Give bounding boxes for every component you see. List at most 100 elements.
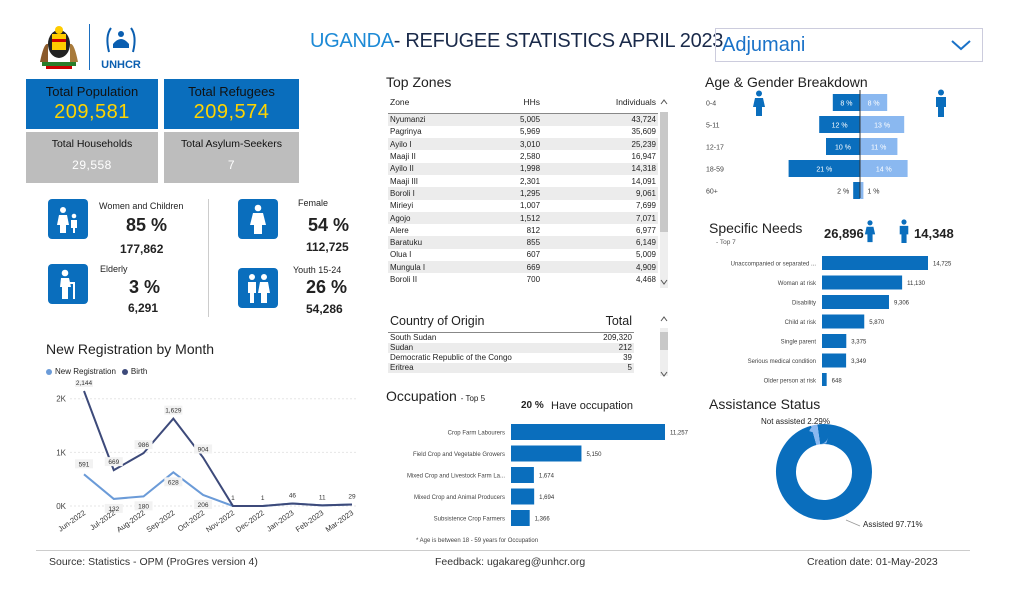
kpi-total-refugees: Total Refugees 209,574 [164, 79, 299, 129]
male-bar [860, 138, 898, 155]
bar [822, 314, 865, 329]
male-bar [860, 160, 908, 177]
table-row[interactable]: Pagrinya 5,969 35,609 [388, 126, 658, 138]
registration-title: New Registration by Month [46, 341, 215, 357]
value-label: 1,366 [535, 517, 551, 523]
value-label: 14,725 [933, 262, 952, 268]
data-label: 628 [168, 479, 179, 486]
x-tick-label: Jan-2023 [265, 508, 296, 533]
elderly-pct: 3 % [129, 277, 161, 297]
footer-feedback[interactable]: Feedback: ugakareg@unhcr.org [435, 556, 586, 568]
header-divider [89, 24, 90, 70]
individuals-cell: 4,468 [635, 275, 656, 284]
data-label-bg [75, 459, 93, 469]
table-row[interactable]: Nyumanzi 5,005 43,724 [388, 113, 658, 126]
scroll-up-icon[interactable] [660, 315, 668, 323]
age-gender-butterfly-chart: 0-4 8 % 8 % 5-11 12 % 13 % 12-17 10 % 11 % 18-59 2… [706, 90, 908, 199]
uganda-coat-of-arms-logo [34, 22, 84, 72]
data-label: 669 [108, 459, 119, 466]
x-tick-label: Sep-2022 [145, 508, 177, 534]
col-zone[interactable]: Zone [388, 94, 518, 114]
kpi-label: Total Households [51, 138, 133, 150]
table-row[interactable]: Alere 812 6,977 [388, 224, 658, 236]
assisted-slice [776, 424, 872, 520]
table-row[interactable]: Boroli II 700 4,468 [388, 273, 658, 285]
data-label-bg [104, 457, 123, 467]
individuals-cell: 6,149 [542, 236, 658, 249]
female-pct-label: 2 % [837, 189, 849, 196]
specific-needs-male-total: 14,348 [914, 226, 954, 241]
scroll-down-icon[interactable] [660, 278, 668, 286]
table-row[interactable]: Democratic Republic of the Congo 39 [388, 353, 634, 363]
women-children-pct: 85 % [126, 215, 168, 235]
table-row[interactable]: Maaji III 2,301 14,091 [388, 175, 658, 187]
hhs-cell: 1,998 [518, 162, 543, 175]
total-cell: 5 [582, 362, 634, 373]
value-label: 9,306 [894, 301, 910, 307]
district-select[interactable]: Adjumani [715, 28, 983, 62]
male-pct-label: 14 % [876, 167, 892, 174]
col-hhs[interactable]: HHs [518, 94, 543, 114]
scroll-up-icon[interactable] [660, 98, 668, 106]
table-row[interactable]: Olua I 607 5,009 [388, 249, 658, 261]
table-row[interactable]: Ayilo I 3,010 25,239 [388, 138, 658, 151]
data-label: 180 [138, 503, 149, 510]
col-total[interactable]: Total [582, 312, 634, 333]
individuals-cell: 7,071 [542, 211, 658, 225]
individuals-cell: 9,061 [542, 187, 658, 200]
bar [511, 510, 530, 526]
country-scrollbar[interactable] [660, 328, 668, 376]
x-tick-label: Oct-2022 [176, 508, 206, 533]
top-zones-scrollbar[interactable] [660, 112, 668, 288]
table-row[interactable]: South Sudan 209,320 [388, 333, 634, 343]
kpi-value: 7 [227, 158, 236, 172]
table-row[interactable]: Mirieyi 1,007 7,699 [388, 200, 658, 212]
data-label: 1 [261, 495, 265, 502]
legend-birth-dot-icon [121, 368, 128, 375]
category-label: Older person at risk [764, 379, 817, 385]
col-individuals[interactable]: Individuals [542, 94, 658, 114]
scrollbar-thumb[interactable] [660, 112, 668, 232]
individuals-cell: 14,091 [631, 176, 656, 186]
scroll-down-icon[interactable] [660, 370, 668, 378]
table-row[interactable]: Eritrea 5 [388, 362, 634, 373]
table-row[interactable]: Sudan 212 [388, 342, 634, 353]
youth-label: Youth 15-24 [293, 265, 342, 275]
assistance-title: Assistance Status [709, 396, 821, 412]
not-assisted-slice [776, 424, 872, 520]
individuals-cell: 14,318 [542, 162, 658, 175]
data-label: 591 [79, 461, 90, 468]
value-label: 3,349 [851, 359, 867, 365]
zone-cell: Maaji III [390, 176, 419, 186]
category-label: Mixed Crop and Livestock Farm La... [407, 474, 505, 480]
table-row[interactable]: Ayilo II 1,998 14,318 [388, 162, 658, 175]
scrollbar-thumb[interactable] [660, 332, 668, 350]
age-group-label: 0-4 [706, 101, 716, 108]
male-bar [860, 182, 864, 199]
zone-cell: Agojo [388, 211, 518, 225]
legend-new-dot-icon [46, 368, 52, 375]
col-country[interactable]: Country of Origin [388, 312, 583, 333]
kpi-value: 209,581 [54, 101, 130, 123]
page-title: UGANDA- REFUGEE STATISTICS APRIL 2023 [310, 30, 723, 53]
x-tick-label: Feb-2023 [294, 508, 325, 534]
footer-source: Source: Statistics - OPM (ProGres versio… [49, 556, 258, 568]
zone-cell: Boroli II [390, 275, 418, 284]
assisted-label: Assisted 97.71% [863, 520, 923, 529]
occupation-have-pct: 20 % [521, 400, 544, 411]
legend-birth-label: Birth [130, 367, 148, 376]
table-row[interactable]: Mungula I 669 4,909 [388, 261, 658, 274]
zone-cell: Nyumanzi [388, 113, 518, 126]
table-row[interactable]: Maaji II 2,580 16,947 [388, 150, 658, 162]
table-row[interactable]: Boroli I 1,295 9,061 [388, 187, 658, 200]
table-row[interactable]: Baratuku 855 6,149 [388, 236, 658, 249]
top-zones-title: Top Zones [386, 74, 452, 90]
category-label: Disability [792, 301, 816, 307]
female-icon [238, 199, 278, 239]
hhs-cell: 2,301 [520, 176, 541, 186]
youth-pct: 26 % [306, 277, 348, 297]
zone-cell: Olua I [390, 250, 412, 260]
table-row[interactable]: Agojo 1,512 7,071 [388, 211, 658, 225]
legend-new-label: New Registration [55, 367, 116, 376]
elderly-count: 6,291 [128, 301, 159, 315]
